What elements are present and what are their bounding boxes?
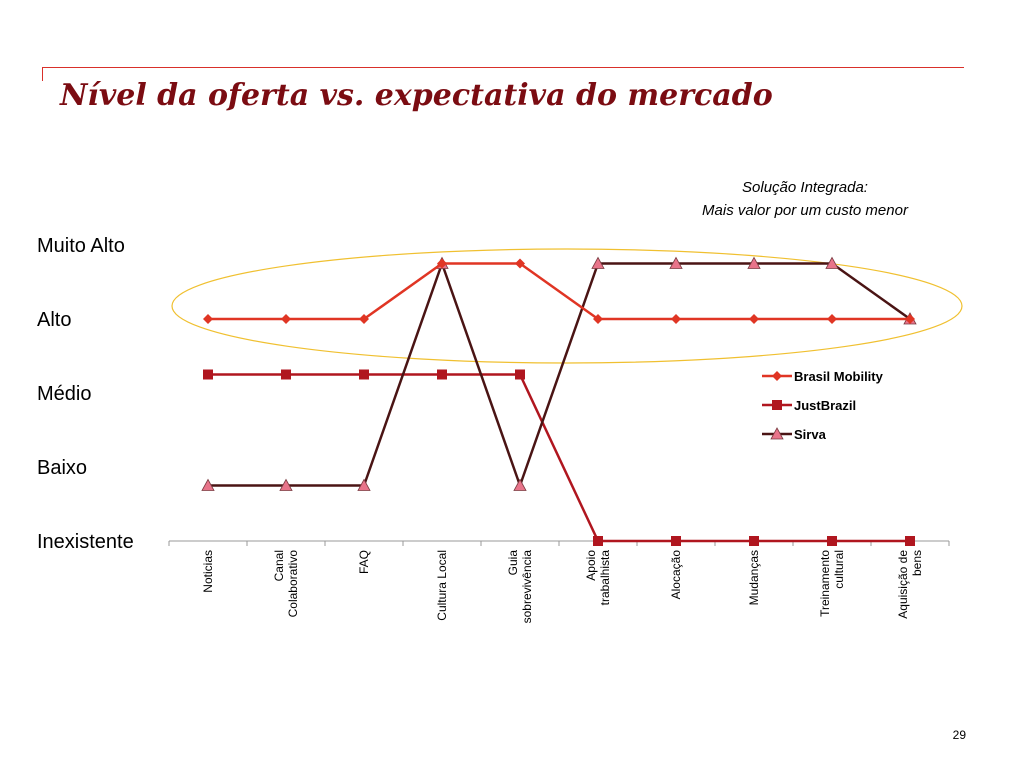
data-point-sirva [591,256,605,269]
data-point-brasil-mobility [671,314,681,324]
title-rule [42,67,964,68]
y-tick-label: Muito Alto [37,235,125,257]
y-axis-labels: Inexistente Baixo Médio Alto Muito Alto [37,235,134,553]
data-point-sirva [669,256,683,269]
data-point-sirva [825,256,839,269]
series-line-sirva [208,262,911,487]
data-point-brasil-mobility [437,258,447,269]
data-point-brasil-mobility [827,314,837,324]
x-tick-label: trabalhista [598,550,612,606]
x-tick-label: Colaborativo [286,550,300,618]
x-tick-label: Canal [272,550,286,581]
highlight-ellipse-layer [171,248,963,364]
data-point-brasil-mobility [515,258,525,269]
legend-marker-brasil-mobility [772,371,782,381]
callout-line-1: Solução Integrada: [742,179,868,196]
x-tick-label: Noticias [201,550,215,593]
series-line-brasil-mobility [208,262,910,321]
y-tick-label: Médio [37,383,91,405]
data-point-justbrazil [905,536,915,546]
data-point-brasil-mobility [593,314,603,324]
x-tick-label: Alocação [669,550,683,600]
x-tick-label: Mudanças [747,550,761,605]
data-point-justbrazil [437,369,447,380]
callout-text: Solução Integrada: Mais valor por um cus… [640,176,970,222]
highlight-ellipse [171,248,963,364]
data-point-sirva [279,478,293,491]
legend-marker-sirva [770,427,784,440]
series-layer [201,256,917,546]
data-point-sirva [357,478,371,491]
x-tick-label: sobrevivência [520,550,534,624]
x-tick-label: Aquisição de [896,550,910,619]
data-point-justbrazil [593,536,603,546]
legend-label-sirva: Sirva [794,427,827,442]
data-point-sirva [747,256,761,269]
y-tick-label: Inexistente [37,531,134,553]
data-point-justbrazil [515,369,525,380]
data-point-brasil-mobility [749,314,759,324]
data-point-justbrazil [203,369,213,380]
data-point-justbrazil [827,536,837,546]
x-tick-label: bens [910,550,924,576]
title-rule-tick [42,67,43,81]
x-tick-label: Apoio [584,550,598,581]
slide-title: Nível da oferta vs. expectativa do merca… [60,78,773,113]
data-point-brasil-mobility [203,314,213,324]
x-tick-label: Cultura Local [435,550,449,621]
data-point-justbrazil [671,536,681,546]
data-point-brasil-mobility [359,314,369,324]
legend: Brasil Mobility JustBrazil Sirva [762,369,884,442]
data-point-brasil-mobility [905,314,915,324]
x-tick-label: FAQ [357,550,371,574]
x-tick-label: Guia [506,550,520,576]
legend-label-justbrazil: JustBrazil [794,398,856,413]
data-point-justbrazil [749,536,759,546]
x-tick-label: cultural [832,550,846,589]
data-point-justbrazil [359,369,369,380]
legend-label-brasil-mobility: Brasil Mobility [794,369,884,384]
series-line-justbrazil [208,373,910,543]
x-tick-label: Treinamento [818,550,832,617]
data-point-sirva [513,478,527,491]
slide-number: 29 [952,728,966,742]
data-point-sirva [201,478,215,491]
data-point-justbrazil [281,369,291,380]
y-tick-label: Alto [37,309,71,331]
callout-line-2: Mais valor por um custo menor [702,202,908,219]
x-axis-labels: Noticias Canal Colaborativo FAQ Cultura Loca… [201,550,924,624]
y-tick-label: Baixo [37,457,87,479]
legend-marker-justbrazil [772,400,782,410]
data-point-brasil-mobility [281,314,291,324]
